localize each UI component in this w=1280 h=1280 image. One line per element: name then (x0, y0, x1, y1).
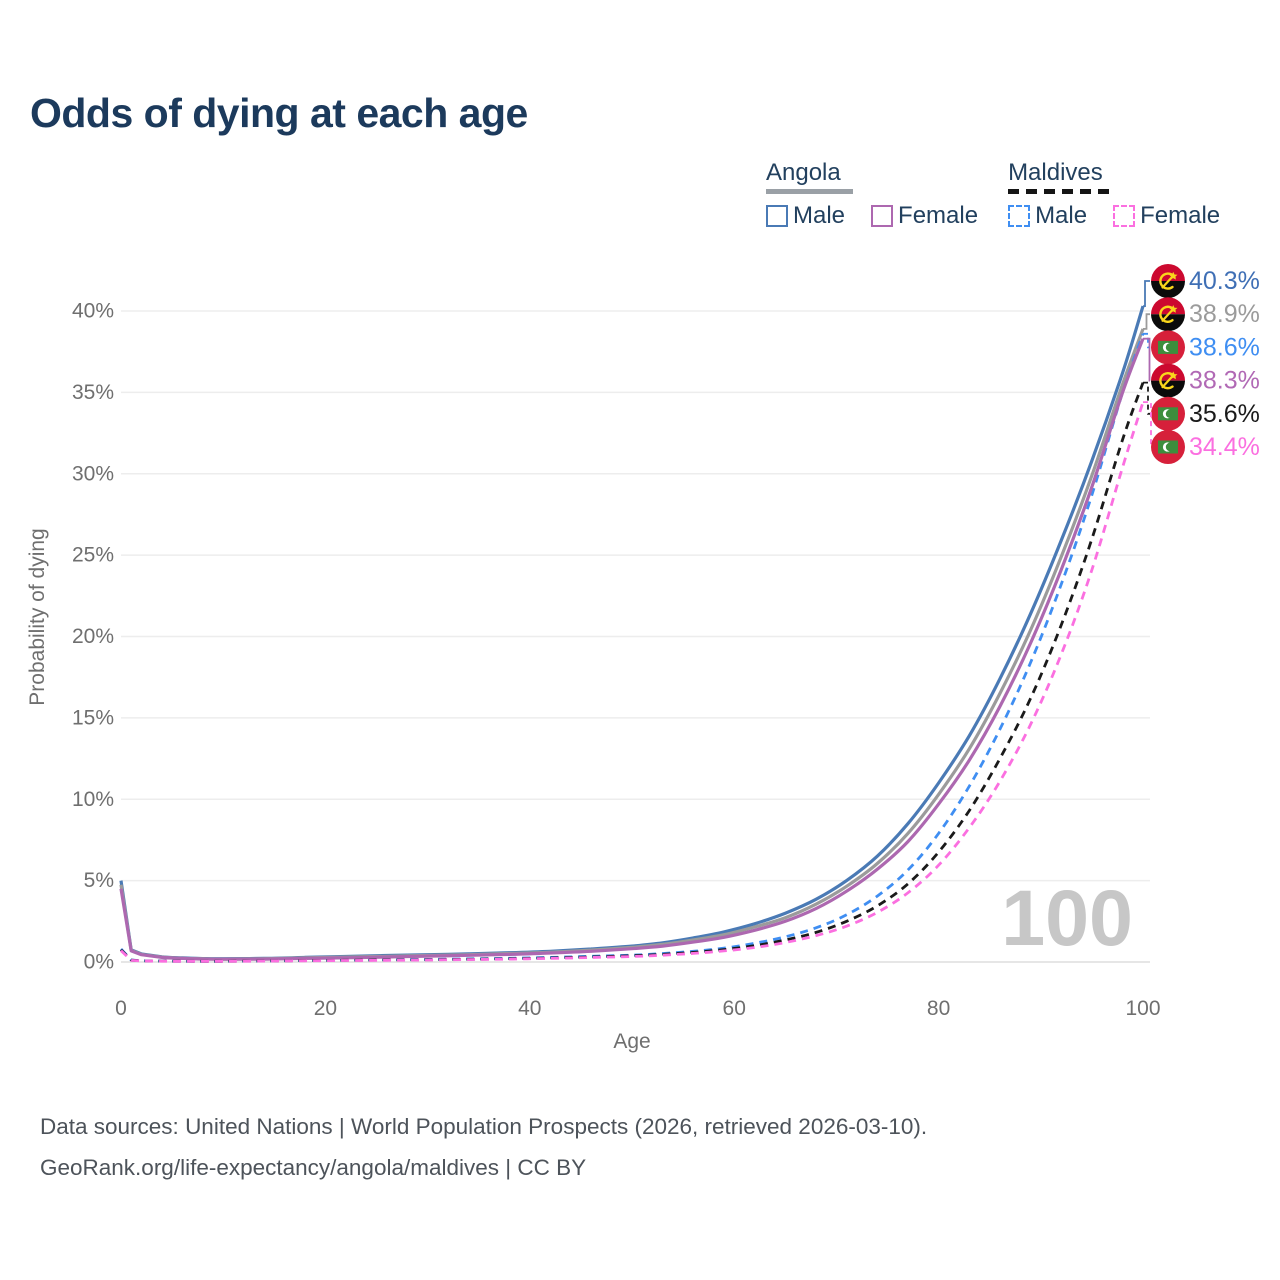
legend: Angola Male Female Maldives Male (766, 160, 1220, 230)
series-line-maldives-all[interactable] (120, 382, 1145, 963)
y-tick-label: 30% (72, 462, 114, 485)
x-tick-label: 20 (314, 997, 337, 1020)
series-line-angola-female[interactable] (119, 338, 1145, 961)
legend-country-label-angola: Angola (766, 159, 841, 186)
legend-item-label: Male (793, 202, 846, 229)
flag-angola-icon (1151, 264, 1185, 298)
y-tick-label: 5% (84, 869, 114, 892)
flag-maldives-icon (1151, 330, 1185, 365)
end-label-maldives-female: 34.4% (1189, 433, 1260, 461)
series-line-maldives-female[interactable] (120, 401, 1145, 963)
end-label-angola-female: 38.3% (1189, 367, 1260, 395)
legend-swatch-angola-female (871, 205, 894, 227)
end-label-maldives-all: 35.6% (1189, 400, 1260, 428)
footer: Data sources: United Nations | World Pop… (40, 1106, 927, 1188)
series-line-maldives-male[interactable] (119, 333, 1145, 963)
leader-line-maldives-female (1143, 401, 1152, 448)
legend-underline-solid (766, 189, 853, 194)
legend-item-label: Female (898, 202, 979, 229)
flag-angola-icon (1151, 363, 1185, 398)
flag-angola-icon (1151, 297, 1185, 332)
y-tick-label: 20% (72, 625, 114, 648)
legend-swatch-maldives-female (1113, 205, 1136, 227)
leader-line-angola-all (1143, 313, 1150, 330)
y-tick-label: 10% (72, 788, 114, 811)
legend-item-angola-female[interactable]: Female (871, 202, 978, 230)
legend-item-label: Female (1140, 202, 1221, 229)
footer-link-line[interactable]: GeoRank.org/life-expectancy/angola/maldi… (40, 1155, 587, 1180)
legend-item-label: Male (1035, 202, 1088, 229)
end-label-angola-male: 40.3% (1189, 267, 1260, 295)
x-tick-label: 40 (518, 997, 541, 1020)
x-tick-label: 60 (723, 997, 746, 1020)
legend-group-maldives: Maldives Male Female (1008, 160, 1220, 230)
x-tick-label: 80 (927, 997, 950, 1020)
footer-source-line: Data sources: United Nations | World Pop… (40, 1114, 928, 1139)
leader-line-angola-male (1143, 280, 1150, 307)
y-tick-label: 25% (72, 544, 114, 567)
end-label-maldives-male: 38.6% (1189, 333, 1260, 361)
y-tick-label: 35% (72, 381, 114, 404)
y-tick-label: 15% (72, 706, 114, 729)
leader-line-angola-female (1143, 337, 1151, 382)
legend-underline-dashed (1008, 189, 1115, 194)
legend-swatch-angola-male (766, 205, 788, 227)
y-tick-label: 0% (84, 951, 114, 974)
end-label-angola-all: 38.9% (1189, 300, 1260, 328)
legend-group-angola: Angola Male Female (766, 160, 978, 230)
x-tick-label: 100 (1125, 997, 1160, 1020)
leader-line-maldives-all (1143, 381, 1150, 415)
legend-item-maldives-female[interactable]: Female (1113, 202, 1220, 230)
series-line-angola-male[interactable] (119, 305, 1145, 961)
flag-maldives-icon (1151, 396, 1185, 431)
flag-maldives-icon (1151, 430, 1185, 464)
page-title: Odds of dying at each age (30, 90, 528, 136)
legend-item-maldives-male[interactable]: Male (1008, 202, 1087, 230)
legend-swatch-maldives-male (1008, 205, 1031, 227)
legend-country-label-maldives: Maldives (1008, 159, 1103, 186)
age-watermark: 100 (1001, 873, 1133, 962)
x-axis-title: Age (613, 1030, 650, 1053)
y-axis-title: Probability of dying (26, 528, 49, 705)
x-tick-label: 0 (115, 997, 127, 1020)
legend-item-angola-male[interactable]: Male (766, 202, 845, 230)
series-line-angola-all[interactable] (119, 328, 1145, 961)
y-tick-label: 40% (72, 300, 114, 323)
